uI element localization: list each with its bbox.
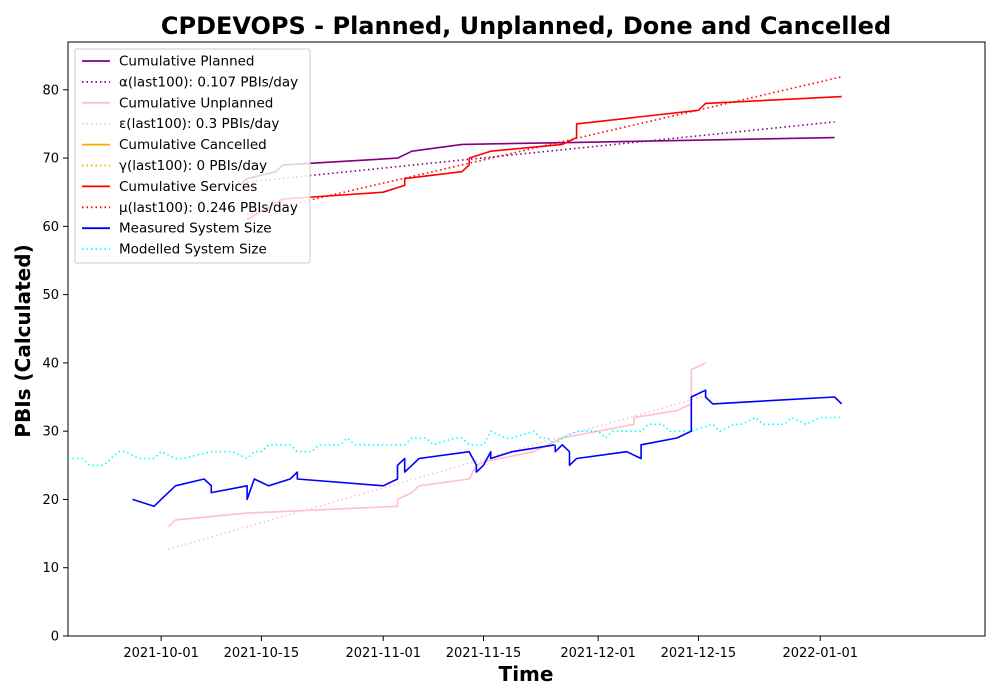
legend-label: Cumulative Unplanned — [119, 95, 273, 111]
plot-frame — [67, 41, 986, 637]
x-axis-ticks: 2021-10-01 2021-10-15 2021-11-01 2021-11-15… — [123, 636, 858, 661]
legend-label: α(last100): 0.107 PBIs/day — [119, 74, 298, 90]
y-tick-label: 30 — [42, 425, 59, 440]
x-tick-label: 2021-11-01 — [345, 646, 421, 661]
y-axis-ticks: 0 10 20 30 40 50 60 70 80 — [42, 83, 68, 645]
legend-label: Modelled System Size — [119, 242, 267, 258]
x-axis-label: Time — [499, 662, 554, 686]
chart-title: CPDEVOPS - Planned, Unplanned, Done and … — [161, 12, 891, 40]
series-line-8 — [132, 389, 843, 508]
legend-label: ε(last100): 0.3 PBIs/day — [119, 116, 279, 132]
series-line-6 — [246, 95, 842, 221]
y-tick-label: 20 — [42, 493, 59, 508]
y-tick-label: 0 — [51, 630, 59, 645]
series-line-9 — [68, 416, 842, 467]
legend-label: γ(last100): 0 PBIs/day — [119, 158, 267, 174]
x-tick-label: 2021-10-01 — [123, 646, 199, 661]
y-tick-label: 50 — [42, 288, 59, 303]
x-tick-label: 2021-12-01 — [560, 646, 636, 661]
series-line-0 — [239, 136, 835, 186]
legend: Cumulative Planned α(last100): 0.107 PBIs… — [74, 48, 311, 264]
x-tick-label: 2021-11-15 — [446, 646, 522, 661]
legend-box — [74, 48, 311, 264]
y-tick-label: 60 — [42, 220, 59, 235]
legend-label: Cumulative Services — [119, 179, 257, 195]
y-axis-label: PBIs (Calculated) — [11, 244, 35, 437]
series-line-3 — [168, 394, 706, 551]
series-line-7 — [246, 76, 842, 216]
x-tick-label: 2021-12-15 — [661, 646, 737, 661]
x-tick-label: 2022-01-01 — [782, 646, 858, 661]
series-line-2 — [167, 362, 706, 528]
legend-label: Cumulative Planned — [119, 54, 255, 70]
x-tick-label: 2021-10-15 — [224, 646, 300, 661]
y-tick-label: 10 — [42, 561, 59, 576]
y-tick-label: 80 — [42, 83, 59, 98]
y-tick-label: 70 — [42, 152, 59, 167]
legend-label: Measured System Size — [119, 221, 272, 237]
plot-area — [67, 41, 986, 637]
series-line-1 — [247, 121, 835, 183]
y-tick-label: 40 — [42, 356, 59, 371]
legend-label: Cumulative Cancelled — [119, 137, 267, 153]
legend-label: μ(last100): 0.246 PBIs/day — [119, 200, 298, 216]
